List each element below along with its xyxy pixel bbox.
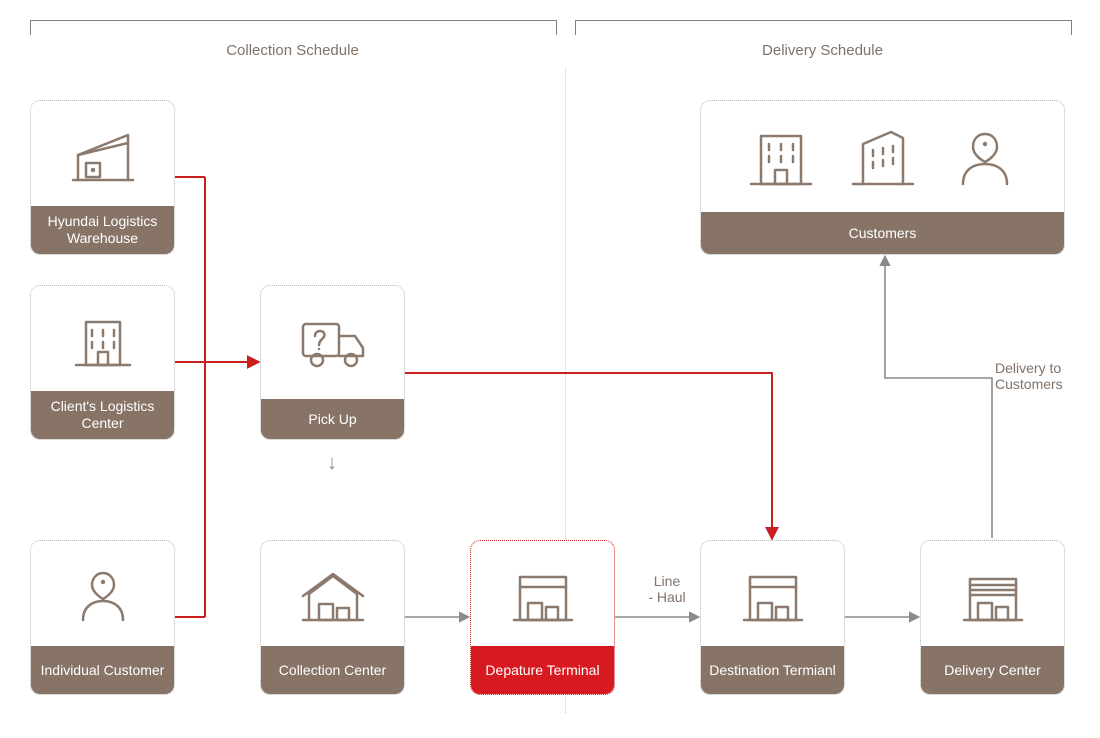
terminal-icon	[701, 541, 844, 648]
bracket-collection	[30, 20, 557, 35]
node-individual-label: Individual Customer	[31, 646, 174, 694]
person-icon	[31, 541, 174, 648]
node-departure-label: Depature Terminal	[471, 646, 614, 694]
building-icon	[847, 126, 919, 190]
node-customers-label: Customers	[701, 212, 1064, 254]
customers-icons	[701, 101, 1064, 214]
node-client: Client's Logistics Center	[30, 285, 175, 440]
building-icon	[31, 286, 174, 393]
warehouse-icon	[31, 101, 174, 208]
node-warehouse-label: Hyundai Logistics Warehouse	[31, 206, 174, 254]
node-individual: Individual Customer	[30, 540, 175, 695]
node-collection: Collection Center	[260, 540, 405, 695]
building-icon	[745, 126, 817, 190]
edge-label-line-haul: Line - Haul	[632, 573, 702, 605]
person-icon	[949, 126, 1021, 190]
edge-label-line-haul-2: - Haul	[648, 589, 685, 605]
node-warehouse: Hyundai Logistics Warehouse	[30, 100, 175, 255]
edge-label-delv-1: Delivery to	[995, 360, 1061, 376]
truck-icon	[261, 286, 404, 401]
node-pickup: Pick Up	[260, 285, 405, 440]
terminal-icon	[471, 541, 614, 648]
node-client-label: Client's Logistics Center	[31, 391, 174, 439]
house-icon	[261, 541, 404, 648]
arrow-pickup-to-collection: ↓	[320, 452, 344, 475]
node-destination: Destination Termianl	[700, 540, 845, 695]
edge-label-delivery-customers: Delivery to Customers	[995, 360, 1095, 392]
node-pickup-label: Pick Up	[261, 399, 404, 439]
node-delivery: Delivery Center	[920, 540, 1065, 695]
node-departure: Depature Terminal	[470, 540, 615, 695]
edge-label-line-haul-1: Line	[654, 573, 680, 589]
delivery-center-icon	[921, 541, 1064, 648]
node-destination-label: Destination Termianl	[701, 646, 844, 694]
node-delivery-label: Delivery Center	[921, 646, 1064, 694]
bracket-collection-label: Collection Schedule	[30, 42, 555, 59]
node-collection-label: Collection Center	[261, 646, 404, 694]
edge-label-delv-2: Customers	[995, 376, 1063, 392]
node-customers: Customers	[700, 100, 1065, 255]
bracket-delivery-label: Delivery Schedule	[575, 42, 1070, 59]
bracket-delivery	[575, 20, 1072, 35]
